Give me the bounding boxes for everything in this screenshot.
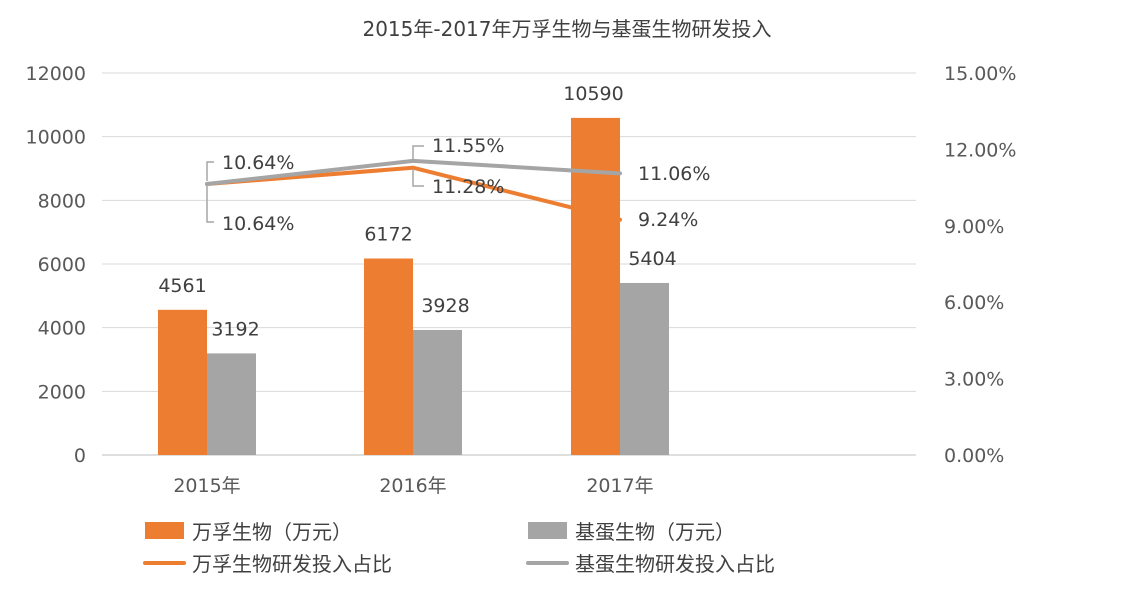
line-value-label: 11.55% <box>432 135 504 157</box>
bar-value-label: 3192 <box>211 318 259 340</box>
series-line <box>205 158 622 187</box>
bar-value-label: 6172 <box>364 224 412 246</box>
y-tick-label: 0 <box>74 445 86 467</box>
bar <box>364 258 413 455</box>
bar-value-label: 5404 <box>628 248 676 270</box>
y-tick-label: 10000 <box>26 127 86 149</box>
bar <box>620 282 669 455</box>
line-value-label: 10.64% <box>222 213 294 235</box>
y2-tick-label: 6.00% <box>944 292 1004 314</box>
label-leader-line <box>206 185 214 223</box>
x-tick-label: 2015年 <box>173 475 240 497</box>
chart-title: 2015年-2017年万孚生物与基蛋生物研发投入 <box>362 17 771 41</box>
y2-tick-label: 12.00% <box>944 139 1016 161</box>
bar <box>571 117 620 455</box>
line-value-label: 11.06% <box>638 163 710 185</box>
y2-tick-label: 3.00% <box>944 369 1004 391</box>
label-leader-line <box>412 169 424 187</box>
y-tick-label: 12000 <box>26 63 86 85</box>
legend-label: 基蛋生物（万元） <box>575 520 735 544</box>
y2-tick-label: 0.00% <box>944 445 1004 467</box>
line-value-label: 11.28% <box>432 176 504 198</box>
y-tick-label: 4000 <box>38 318 86 340</box>
legend-label: 万孚生物研发投入占比 <box>192 552 392 576</box>
axes: 0 2000 4000 6000 8000 10000 12000 0.00% 3.00% 6.0… <box>26 63 1017 497</box>
line-value-label: 10.64% <box>222 152 294 174</box>
bars <box>158 117 669 455</box>
series-line <box>205 165 622 222</box>
y2-tick-label: 9.00% <box>944 216 1004 238</box>
line-value-label: 9.24% <box>638 209 698 231</box>
x-tick-label: 2017年 <box>586 475 653 497</box>
y2-tick-label: 15.00% <box>944 63 1016 85</box>
bar-value-label: 4561 <box>158 275 206 297</box>
legend-swatch <box>145 522 184 539</box>
data-labels: 4561 6172 10590 3192 3928 5404 10.64% 11.28% 9.2… <box>158 83 710 341</box>
y-tick-label: 6000 <box>38 254 86 276</box>
y-tick-label: 2000 <box>38 381 86 403</box>
label-leader-line <box>412 145 424 159</box>
bar <box>158 309 207 455</box>
bar <box>413 329 462 455</box>
legend-label: 基蛋生物研发投入占比 <box>575 552 775 576</box>
label-leader-line <box>206 161 214 181</box>
bar-value-label: 3928 <box>421 295 469 317</box>
lines <box>205 158 622 222</box>
bar-value-label: 10590 <box>563 83 623 105</box>
y-tick-label: 8000 <box>38 190 86 212</box>
bar <box>207 353 256 455</box>
legend-label: 万孚生物（万元） <box>192 520 352 544</box>
legend-swatch <box>528 522 567 539</box>
x-tick-label: 2016年 <box>379 475 446 497</box>
legend: 万孚生物（万元） 基蛋生物（万元） 万孚生物研发投入占比 基蛋生物研发投入占比 <box>143 520 775 576</box>
